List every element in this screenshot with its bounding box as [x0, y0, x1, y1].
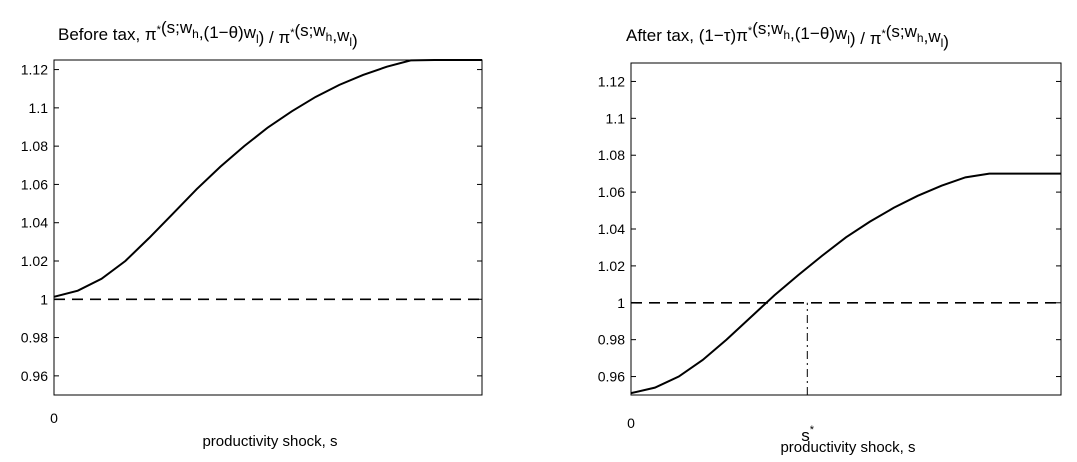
profit-ratio-line [53, 59, 482, 298]
s-star-label: s* [801, 424, 815, 445]
y-tick-label: 0.98 [21, 330, 48, 346]
y-tick-label: 1.08 [21, 138, 48, 154]
chart-title: After tax, (1−τ)π*(s;wh,(1−θ)wl) / π*(s;… [626, 19, 949, 51]
y-tick-label: 1.12 [21, 62, 48, 78]
x-axis-label: productivity shock, s [202, 433, 337, 450]
y-tick-label: 1.12 [598, 73, 625, 89]
plot-frame [630, 62, 1062, 396]
y-tick-label: 1.04 [598, 221, 625, 237]
y-tick-label: 1 [617, 295, 625, 311]
plot-frame [53, 59, 483, 396]
chart-panel-2: 0.96 0.98 1 1.02 1.04 1.06 1.08 1.1 1.12 0 After t… [598, 19, 1062, 456]
x-axis-label: productivity shock, s [780, 439, 915, 456]
profit-ratio-line [630, 172, 1061, 395]
y-tick-label: 1.06 [598, 184, 625, 200]
y-tick-label: 1.02 [21, 253, 48, 269]
y-tick-label: 1.08 [598, 147, 625, 163]
y-tick-label: 1.06 [21, 176, 48, 192]
y-tick-label: 0.96 [21, 368, 48, 384]
chart-panel-1: 0.96 0.98 1 1.02 1.04 1.06 1.08 1.1 1.12 0 Before … [21, 18, 483, 450]
chart-title: Before tax, π*(s;wh,(1−θ)wl) / π*(s;wh,w… [58, 18, 358, 50]
y-tick-label: 1.04 [21, 215, 48, 231]
y-tick-label: 0.98 [598, 332, 625, 348]
y-tick-label: 1 [40, 291, 48, 307]
x-tick-label: 0 [627, 415, 635, 431]
y-tick-label: 1.1 [606, 110, 626, 126]
y-tick-label: 0.96 [598, 369, 625, 385]
x-tick-label: 0 [50, 410, 58, 426]
y-tick-label: 1.02 [598, 258, 625, 274]
y-tick-label: 1.1 [29, 100, 49, 116]
